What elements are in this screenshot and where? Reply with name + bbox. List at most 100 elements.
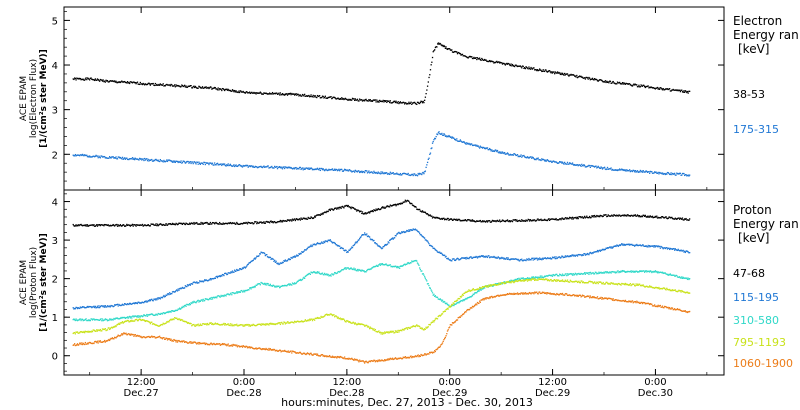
- data-point: [426, 327, 428, 329]
- data-point: [562, 162, 564, 164]
- data-point: [134, 224, 136, 226]
- data-point: [230, 271, 232, 273]
- data-point: [596, 79, 598, 81]
- data-point: [510, 63, 512, 65]
- data-point: [238, 164, 240, 166]
- data-point: [398, 266, 400, 268]
- data-point: [526, 278, 528, 280]
- data-point: [206, 280, 209, 282]
- data-point: [482, 59, 484, 61]
- data-point: [320, 242, 322, 244]
- data-point: [514, 154, 517, 156]
- data-point: [454, 50, 456, 53]
- data-point: [269, 93, 272, 95]
- data-point: [306, 218, 308, 220]
- data-point: [337, 169, 339, 171]
- data-point: [270, 323, 272, 325]
- data-point: [644, 171, 647, 173]
- data-point: [380, 171, 382, 173]
- data-point: [601, 80, 604, 82]
- data-point: [314, 317, 317, 319]
- data-point: [241, 324, 244, 326]
- data-point: [79, 332, 81, 334]
- data-point: [156, 324, 159, 327]
- data-point: [179, 161, 181, 163]
- data-point: [417, 230, 419, 233]
- data-point: [171, 223, 173, 226]
- data-point: [393, 203, 395, 206]
- data-point: [265, 166, 267, 168]
- data-point: [516, 65, 518, 67]
- data-point: [635, 270, 637, 272]
- data-point: [421, 102, 424, 104]
- data-point: [188, 223, 190, 226]
- data-point: [349, 98, 352, 101]
- data-point: [512, 258, 514, 260]
- data-point: [110, 327, 112, 329]
- data-point: [74, 331, 76, 334]
- data-point: [439, 42, 441, 45]
- data-point: [82, 78, 84, 80]
- data-point: [258, 255, 260, 257]
- data-point: [175, 317, 177, 320]
- data-point: [120, 224, 122, 227]
- data-point: [444, 135, 447, 137]
- legend-title: Proton: [733, 203, 772, 217]
- data-point: [441, 253, 444, 256]
- data-point: [132, 302, 134, 304]
- data-point: [353, 322, 355, 324]
- data-point: [86, 319, 88, 322]
- data-point: [373, 99, 375, 101]
- data-point: [404, 263, 406, 265]
- data-point: [134, 81, 136, 84]
- data-point: [168, 84, 170, 86]
- data-point: [447, 135, 449, 138]
- data-point: [561, 217, 563, 219]
- data-point: [355, 269, 357, 272]
- data-point: [248, 289, 250, 291]
- data-point: [96, 329, 98, 331]
- data-point: [285, 220, 287, 222]
- data-point: [382, 245, 384, 248]
- data-point: [660, 217, 662, 219]
- data-point: [239, 291, 241, 293]
- data-point: [290, 94, 292, 96]
- data-point: [348, 169, 350, 171]
- data-point: [578, 216, 580, 218]
- data-point: [221, 223, 224, 225]
- data-point: [659, 245, 661, 248]
- data-point: [112, 319, 114, 321]
- data-point: [472, 220, 474, 222]
- data-point: [605, 81, 607, 84]
- data-point: [526, 220, 528, 222]
- data-point: [599, 215, 601, 218]
- data-point: [232, 222, 234, 224]
- data-point: [564, 218, 566, 220]
- data-point: [209, 162, 211, 164]
- data-point: [631, 85, 634, 87]
- data-point: [573, 274, 575, 276]
- data-point: [413, 101, 415, 104]
- legend-entry: 38-53: [733, 88, 765, 101]
- data-point: [450, 260, 452, 262]
- data-point: [210, 322, 212, 324]
- data-point: [689, 218, 691, 220]
- data-point: [299, 279, 301, 281]
- data-point: [255, 166, 257, 168]
- data-point: [134, 81, 137, 84]
- data-point: [504, 64, 507, 66]
- data-point: [636, 270, 638, 272]
- data-point: [548, 160, 550, 163]
- data-point: [662, 248, 664, 250]
- data-point: [583, 253, 585, 255]
- data-point: [263, 221, 265, 223]
- data-point: [306, 247, 309, 250]
- data-point: [148, 314, 150, 316]
- data-point: [228, 89, 230, 92]
- data-point: [290, 256, 292, 259]
- data-point: [218, 295, 220, 297]
- data-point: [319, 272, 321, 275]
- data-point: [337, 270, 339, 273]
- data-point: [289, 322, 292, 324]
- data-point: [616, 244, 618, 246]
